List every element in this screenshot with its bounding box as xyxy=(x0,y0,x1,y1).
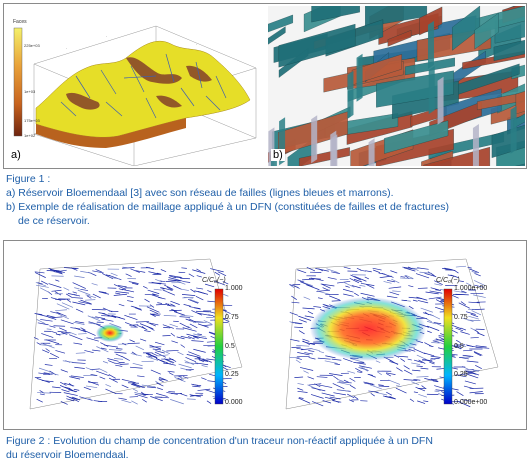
svg-text:·: · xyxy=(66,46,67,51)
figure2-frame: C/C₀(−) 1.000 0.75 0.5 0.25 0.000 C/C₀(−… xyxy=(3,240,527,430)
figure1-caption-b-line2: de ce réservoir. xyxy=(18,215,90,227)
figure1-caption-a: a) Réservoir Bloemendaal [3] avec son ré… xyxy=(6,187,394,199)
legend-tick-4: 1e+02 xyxy=(24,133,36,138)
tracer-plume-small xyxy=(96,324,124,342)
panel-a-label: a) xyxy=(9,149,23,161)
colorbar-right-title: C/C₀(−) xyxy=(436,277,460,284)
concentration-plot-right xyxy=(285,258,499,410)
figure2-caption-line1: Figure 2 : Evolution du champ de concent… xyxy=(6,435,433,447)
colorbar-left-tick-4: 0.25 xyxy=(225,371,239,378)
svg-text:·: · xyxy=(106,34,107,39)
colorbar-left-tick-3: 0.5 xyxy=(225,343,235,350)
tracer-plume-large xyxy=(310,297,426,361)
figure1-frame: · · · Faces 225e+03 1e+03 175e+03 1e+02 a)… xyxy=(3,3,527,169)
surface-side-wall xyxy=(36,118,186,148)
svg-text:·: · xyxy=(196,42,197,47)
fracture-planes xyxy=(257,4,526,168)
colorbar-right-tick-1: 1.000e+00 xyxy=(454,285,488,292)
legend-colorbar xyxy=(13,27,23,137)
concentration-plot-left xyxy=(29,258,243,410)
legend-tick-1: 225e+03 xyxy=(24,43,40,48)
panel-b-dfn-mesh: b) xyxy=(257,4,526,168)
figure1-caption-title: Figure 1 : xyxy=(6,173,51,185)
colorbar-right-tick-4: 0.25 xyxy=(454,371,468,378)
panel-concentration-early: C/C₀(−) 1.000 0.75 0.5 0.25 0.000 xyxy=(10,247,262,425)
legend-tick-3: 175e+03 xyxy=(24,118,40,123)
colorbar-right-tick-3: 0.5 xyxy=(454,343,464,350)
figure2-caption: Figure 2 : Evolution du champ de concent… xyxy=(6,434,433,462)
figure2-caption-line2: du réservoir Bloemendaal. xyxy=(6,449,129,461)
colorbar-right-tick-5: 0.000e+00 xyxy=(454,399,488,406)
colorbar-left-tick-1: 1.000 xyxy=(225,285,243,292)
colorbar-left-tick-5: 0.000 xyxy=(225,399,243,406)
legend-tick-2: 1e+03 xyxy=(24,89,36,94)
figure1-caption: Figure 1 : a) Réservoir Bloemendaal [3] … xyxy=(6,172,449,228)
legend-title: Faces xyxy=(13,19,27,25)
panel-a-reservoir-surface: · · · Faces 225e+03 1e+03 175e+03 1e+02 a) xyxy=(6,6,262,167)
colorbar-right xyxy=(443,288,453,405)
colorbar-left-tick-2: 0.75 xyxy=(225,314,239,321)
blue-fault-lines xyxy=(60,53,227,119)
figure1-caption-b-line1: b) Exemple de réalisation de maillage ap… xyxy=(6,201,449,213)
panel-b-label: b) xyxy=(271,149,285,161)
dfn-mesh-plot xyxy=(257,4,526,168)
reservoir-surface-plot: · · · xyxy=(6,6,262,167)
colorbar-left xyxy=(214,288,224,405)
panel-concentration-late: C/C₀(−) 1.000e+00 0.75 0.5 0.25 0.000e+0… xyxy=(268,247,522,425)
colorbar-right-tick-2: 0.75 xyxy=(454,314,468,321)
colorbar-left-title: C/C₀(−) xyxy=(202,277,226,284)
